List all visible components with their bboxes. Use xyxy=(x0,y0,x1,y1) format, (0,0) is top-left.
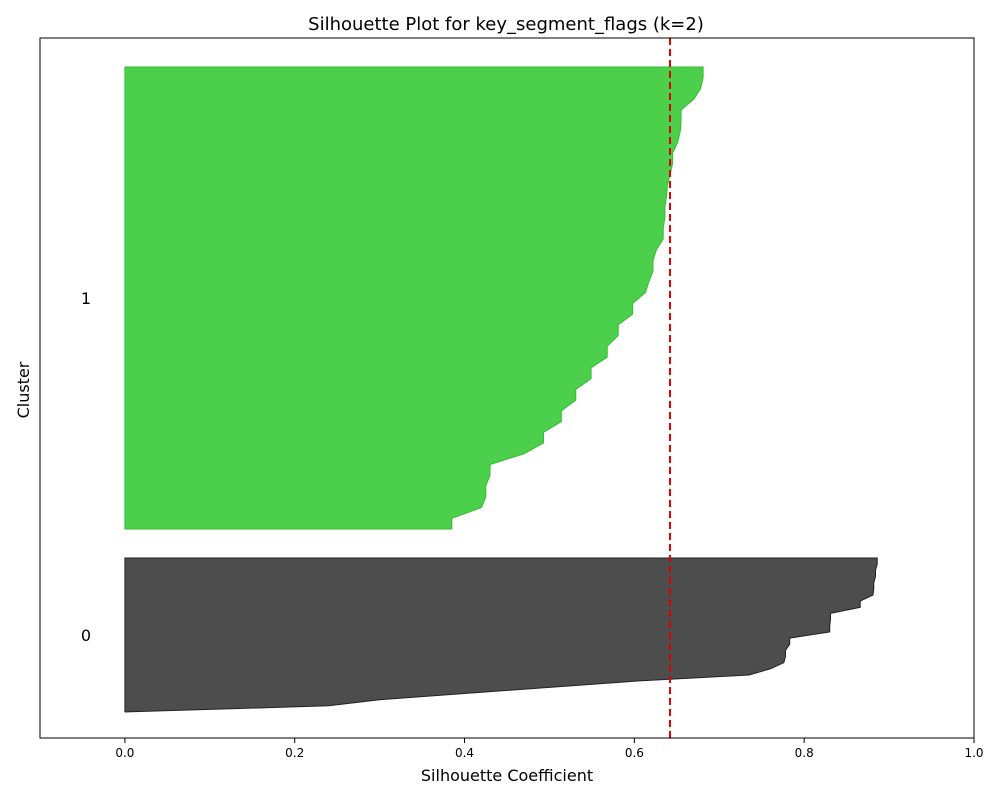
cluster-label-1: 1 xyxy=(81,289,91,308)
x-tick-label: 0.8 xyxy=(795,746,814,760)
chart-title: Silhouette Plot for key_segment_flags (k… xyxy=(308,14,704,35)
x-tick-label: 1.0 xyxy=(964,746,983,760)
x-tick-label: 0.2 xyxy=(285,746,304,760)
silhouette-cluster-1 xyxy=(124,66,704,530)
y-axis-title: Cluster xyxy=(14,361,33,418)
cluster-label-0: 0 xyxy=(81,626,91,645)
x-axis: 0.0 0.2 0.4 0.6 0.8 1.0 xyxy=(115,738,984,760)
cluster-labels: 01 xyxy=(81,289,91,645)
plot-frame xyxy=(39,37,975,739)
x-tick-label: 0.0 xyxy=(115,746,134,760)
cluster-silhouettes xyxy=(124,66,878,713)
silhouette-cluster-0 xyxy=(124,557,878,713)
x-tick-label: 0.4 xyxy=(455,746,474,760)
x-tick-label: 0.6 xyxy=(625,746,644,760)
x-axis-title: Silhouette Coefficient xyxy=(421,766,593,785)
